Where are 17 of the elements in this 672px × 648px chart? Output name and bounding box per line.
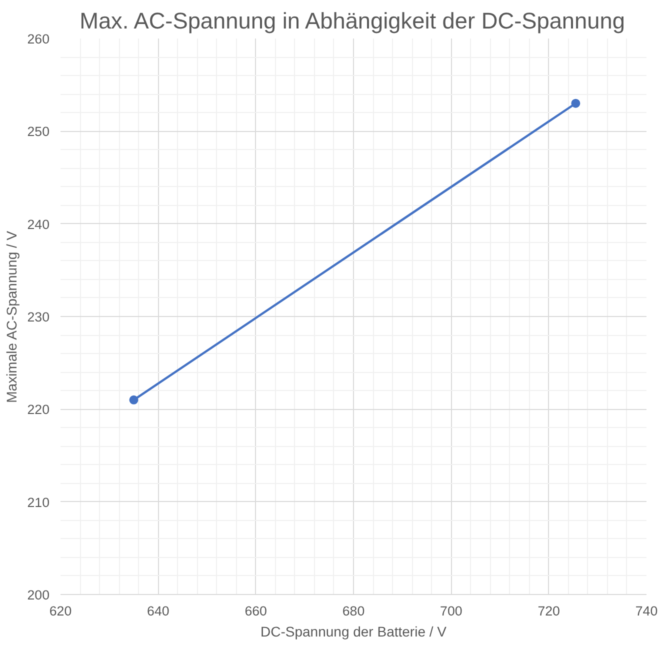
y-axis-title: Maximale AC-Spannung / V: [3, 230, 20, 403]
x-tick-label: 740: [635, 604, 658, 618]
x-tick-label: 720: [538, 604, 560, 618]
x-tick-label: 680: [342, 604, 365, 618]
y-tick-label: 200: [27, 588, 50, 602]
y-tick-label: 210: [27, 494, 50, 510]
x-tick-label: 620: [49, 604, 72, 618]
y-tick-label: 250: [27, 124, 50, 140]
x-tick-label: 660: [244, 604, 267, 618]
y-tick-label: 260: [27, 32, 50, 46]
chart-title: Max. AC-Spannung in Abhängigkeit der DC-Spannung: [80, 8, 625, 34]
y-tick-label: 220: [27, 402, 50, 418]
y-tick-label: 240: [27, 216, 50, 232]
x-axis-title: DC-Spannung der Batterie / V: [260, 624, 448, 640]
x-tick-label: 700: [440, 604, 462, 618]
x-tick-label: 640: [147, 604, 170, 618]
y-tick-label: 230: [27, 310, 50, 324]
